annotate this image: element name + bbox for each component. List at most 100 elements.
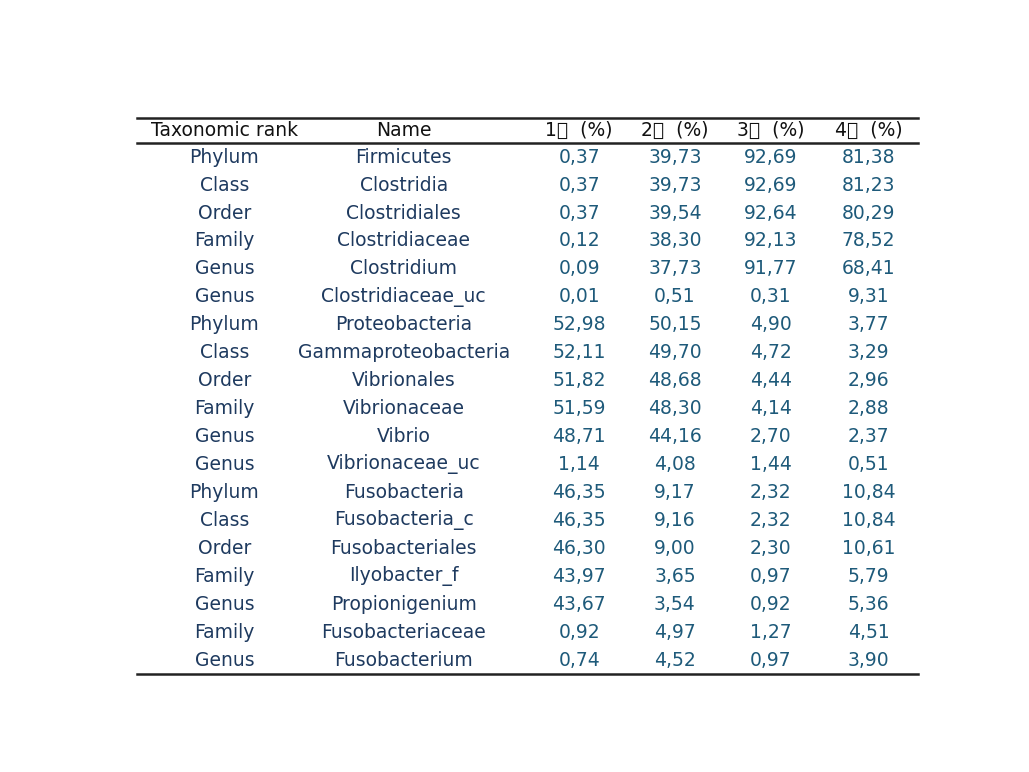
Text: 92,69: 92,69 — [744, 175, 797, 195]
Text: 0,37: 0,37 — [559, 204, 600, 222]
Text: Phylum: Phylum — [189, 483, 259, 502]
Text: Fusobacteriaceae: Fusobacteriaceae — [321, 622, 486, 642]
Text: 81,23: 81,23 — [842, 175, 895, 195]
Text: 51,82: 51,82 — [553, 371, 606, 390]
Text: 0,09: 0,09 — [559, 259, 600, 279]
Text: Genus: Genus — [194, 259, 254, 279]
Text: 3,77: 3,77 — [848, 315, 889, 334]
Text: Class: Class — [200, 511, 249, 530]
Text: 48,71: 48,71 — [553, 427, 606, 446]
Text: 2,30: 2,30 — [750, 539, 791, 558]
Text: Clostridia: Clostridia — [359, 175, 448, 195]
Text: 4,97: 4,97 — [654, 622, 696, 642]
Text: 0,51: 0,51 — [654, 287, 696, 306]
Text: 80,29: 80,29 — [842, 204, 895, 222]
Text: 10,84: 10,84 — [842, 511, 895, 530]
Text: 39,54: 39,54 — [648, 204, 702, 222]
Text: 1일  (%): 1일 (%) — [545, 121, 613, 140]
Text: 37,73: 37,73 — [648, 259, 702, 279]
Text: 4,72: 4,72 — [750, 344, 791, 362]
Text: 46,35: 46,35 — [553, 483, 606, 502]
Text: 0,12: 0,12 — [559, 232, 600, 250]
Text: 4,52: 4,52 — [654, 651, 696, 669]
Text: 0,01: 0,01 — [559, 287, 600, 306]
Text: 92,69: 92,69 — [744, 147, 797, 167]
Text: Order: Order — [198, 204, 251, 222]
Text: 0,37: 0,37 — [559, 147, 600, 167]
Text: 0,51: 0,51 — [848, 455, 889, 474]
Text: Proteobacteria: Proteobacteria — [335, 315, 472, 334]
Text: 78,52: 78,52 — [842, 232, 895, 250]
Text: 4,51: 4,51 — [848, 622, 889, 642]
Text: 5,36: 5,36 — [848, 594, 889, 614]
Text: 48,30: 48,30 — [648, 399, 702, 418]
Text: 2,32: 2,32 — [750, 511, 791, 530]
Text: Family: Family — [194, 622, 254, 642]
Text: 92,13: 92,13 — [744, 232, 797, 250]
Text: 3,90: 3,90 — [848, 651, 889, 669]
Text: 10,61: 10,61 — [842, 539, 895, 558]
Text: Phylum: Phylum — [189, 147, 259, 167]
Text: Phylum: Phylum — [189, 315, 259, 334]
Text: Class: Class — [200, 175, 249, 195]
Text: 50,15: 50,15 — [648, 315, 702, 334]
Text: 0,37: 0,37 — [559, 175, 600, 195]
Text: 43,67: 43,67 — [553, 594, 606, 614]
Text: 43,97: 43,97 — [553, 567, 606, 586]
Text: 44,16: 44,16 — [648, 427, 702, 446]
Text: 39,73: 39,73 — [648, 147, 702, 167]
Text: 3,29: 3,29 — [848, 344, 889, 362]
Text: Fusobacteria: Fusobacteria — [344, 483, 464, 502]
Text: Gammaproteobacteria: Gammaproteobacteria — [297, 344, 510, 362]
Text: 9,00: 9,00 — [654, 539, 696, 558]
Text: Fusobacterium: Fusobacterium — [334, 651, 473, 669]
Text: 52,11: 52,11 — [553, 344, 606, 362]
Text: Firmicutes: Firmicutes — [355, 147, 452, 167]
Text: 0,97: 0,97 — [750, 651, 791, 669]
Text: 0,97: 0,97 — [750, 567, 791, 586]
Text: 9,16: 9,16 — [654, 511, 696, 530]
Text: 39,73: 39,73 — [648, 175, 702, 195]
Text: 68,41: 68,41 — [842, 259, 895, 279]
Text: 4,08: 4,08 — [654, 455, 696, 474]
Text: Vibrio: Vibrio — [377, 427, 431, 446]
Text: 0,31: 0,31 — [750, 287, 791, 306]
Text: Name: Name — [376, 121, 431, 140]
Text: 1,14: 1,14 — [559, 455, 600, 474]
Text: 92,64: 92,64 — [744, 204, 797, 222]
Text: 5,79: 5,79 — [848, 567, 889, 586]
Text: Genus: Genus — [194, 427, 254, 446]
Text: Family: Family — [194, 567, 254, 586]
Text: 9,31: 9,31 — [848, 287, 889, 306]
Text: 2,37: 2,37 — [848, 427, 889, 446]
Text: 91,77: 91,77 — [744, 259, 797, 279]
Text: 2,32: 2,32 — [750, 483, 791, 502]
Text: 2,88: 2,88 — [848, 399, 889, 418]
Text: 49,70: 49,70 — [648, 344, 702, 362]
Text: Clostridium: Clostridium — [350, 259, 457, 279]
Text: 48,68: 48,68 — [648, 371, 702, 390]
Text: Ilyobacter_f: Ilyobacter_f — [349, 566, 459, 586]
Text: 1,44: 1,44 — [750, 455, 791, 474]
Text: 2,96: 2,96 — [848, 371, 889, 390]
Text: Vibrionaceae: Vibrionaceae — [343, 399, 465, 418]
Text: 0,92: 0,92 — [750, 594, 791, 614]
Text: Taxonomic rank: Taxonomic rank — [151, 121, 297, 140]
Text: Clostridiales: Clostridiales — [347, 204, 461, 222]
Text: 38,30: 38,30 — [648, 232, 702, 250]
Text: 51,59: 51,59 — [553, 399, 606, 418]
Text: 4일  (%): 4일 (%) — [835, 121, 902, 140]
Text: Genus: Genus — [194, 287, 254, 306]
Text: Clostridiaceae: Clostridiaceae — [338, 232, 470, 250]
Text: Fusobacteria_c: Fusobacteria_c — [333, 510, 473, 530]
Text: 3,65: 3,65 — [654, 567, 696, 586]
Text: 0,74: 0,74 — [559, 651, 600, 669]
Text: Family: Family — [194, 399, 254, 418]
Text: 3,54: 3,54 — [654, 594, 696, 614]
Text: 2,70: 2,70 — [750, 427, 791, 446]
Text: Vibrionales: Vibrionales — [352, 371, 456, 390]
Text: 4,14: 4,14 — [750, 399, 791, 418]
Text: 0,92: 0,92 — [559, 622, 600, 642]
Text: Genus: Genus — [194, 455, 254, 474]
Text: Fusobacteriales: Fusobacteriales — [330, 539, 477, 558]
